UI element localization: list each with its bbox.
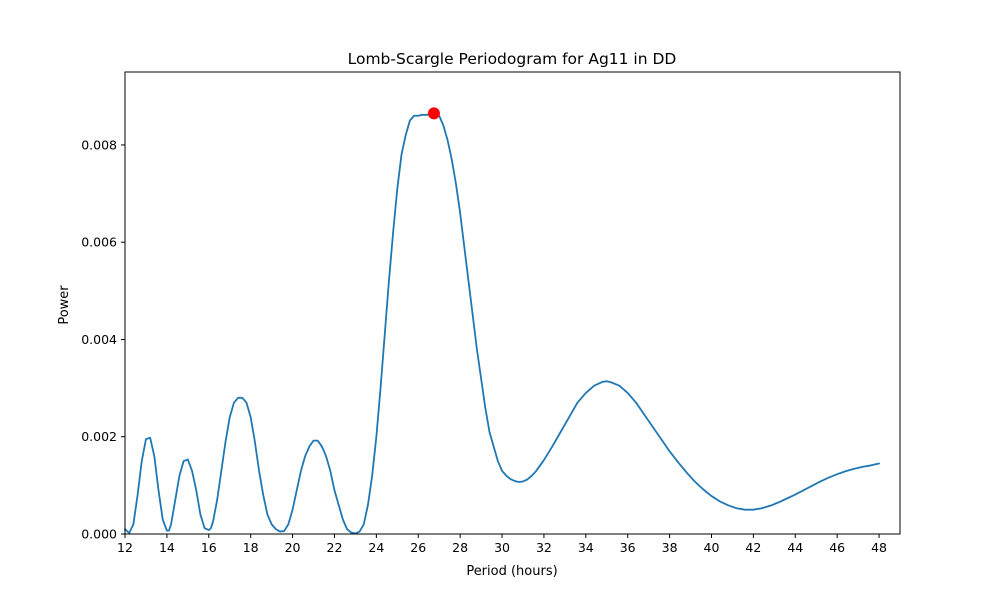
y-tick-label: 0.008	[81, 137, 117, 152]
x-tick-label: 30	[494, 540, 510, 555]
x-tick-label: 34	[578, 540, 594, 555]
y-tick-label: 0.004	[81, 332, 117, 347]
x-tick-label: 46	[829, 540, 845, 555]
x-tick-label: 36	[620, 540, 636, 555]
x-axis-title: Period (hours)	[466, 564, 557, 579]
plot-area	[124, 107, 880, 535]
plot-frame	[124, 71, 901, 535]
y-axis: 0.000 0.002 0.004 0.006 0.008	[81, 137, 125, 542]
y-axis-title: Power	[57, 285, 72, 325]
x-tick-label: 38	[662, 540, 678, 555]
x-tick-label: 24	[368, 540, 384, 555]
y-tick-label: 0.000	[81, 527, 117, 542]
y-tick-label: 0.002	[81, 429, 117, 444]
x-tick-label: 28	[452, 540, 468, 555]
x-tick-label: 32	[536, 540, 552, 555]
x-tick-label: 20	[285, 540, 301, 555]
peak-marker	[427, 107, 440, 120]
x-tick-label: 42	[745, 540, 761, 555]
x-tick-label: 44	[787, 540, 803, 555]
chart-title: Lomb-Scargle Periodogram for Ag11 in DD	[348, 50, 677, 68]
x-tick-label: 22	[327, 540, 343, 555]
x-tick-label: 18	[243, 540, 259, 555]
x-tick-label: 12	[117, 540, 133, 555]
x-tick-label: 16	[201, 540, 217, 555]
x-tick-label: 14	[159, 540, 175, 555]
y-tick-label: 0.006	[81, 235, 117, 250]
series-line-0	[124, 113, 880, 535]
x-tick-label: 26	[410, 540, 426, 555]
x-axis: 12 14 16 18 20 22 24 26 28 30 32 34 36 38 40 42 44 46 48	[117, 534, 887, 555]
x-tick-label: 40	[704, 540, 720, 555]
x-tick-label: 48	[871, 540, 887, 555]
